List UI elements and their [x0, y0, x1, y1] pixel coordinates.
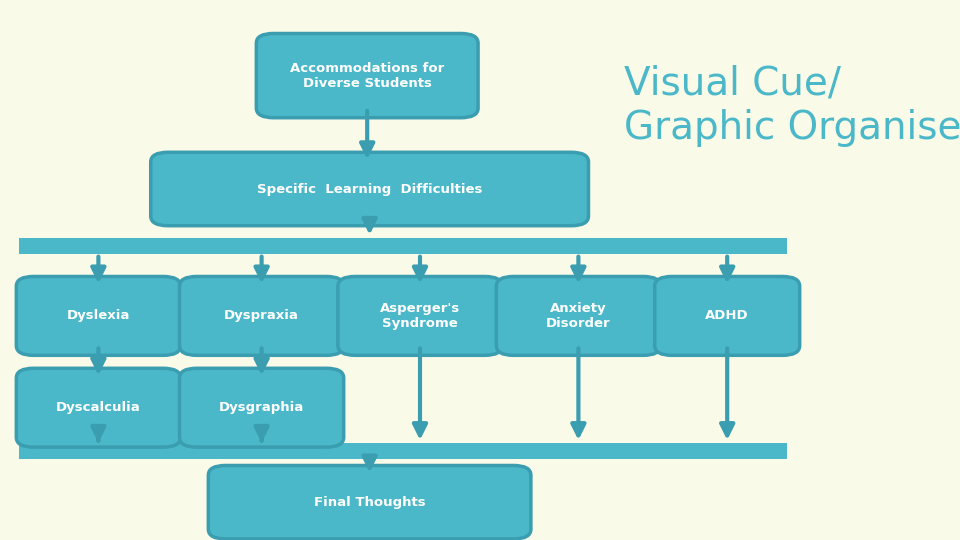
FancyBboxPatch shape	[655, 276, 800, 355]
Text: Anxiety
Disorder: Anxiety Disorder	[546, 302, 611, 330]
Bar	[19, 238, 787, 254]
FancyBboxPatch shape	[180, 368, 344, 447]
Text: Visual Cue/
Graphic Organiser: Visual Cue/ Graphic Organiser	[624, 65, 960, 147]
FancyBboxPatch shape	[256, 33, 478, 118]
FancyBboxPatch shape	[151, 152, 588, 226]
FancyBboxPatch shape	[496, 276, 660, 355]
Text: Accommodations for
Diverse Students: Accommodations for Diverse Students	[290, 62, 444, 90]
Bar	[19, 443, 787, 459]
Text: Dyscalculia: Dyscalculia	[56, 401, 141, 414]
FancyBboxPatch shape	[208, 465, 531, 539]
FancyBboxPatch shape	[16, 276, 180, 355]
Text: Dyslexia: Dyslexia	[66, 309, 131, 322]
Text: Asperger's
Syndrome: Asperger's Syndrome	[380, 302, 460, 330]
Text: Dyspraxia: Dyspraxia	[225, 309, 299, 322]
Text: Dysgraphia: Dysgraphia	[219, 401, 304, 414]
FancyBboxPatch shape	[338, 276, 502, 355]
FancyBboxPatch shape	[180, 276, 344, 355]
Text: Specific  Learning  Difficulties: Specific Learning Difficulties	[257, 183, 482, 195]
FancyBboxPatch shape	[16, 368, 180, 447]
Text: ADHD: ADHD	[706, 309, 749, 322]
Text: Final Thoughts: Final Thoughts	[314, 496, 425, 509]
